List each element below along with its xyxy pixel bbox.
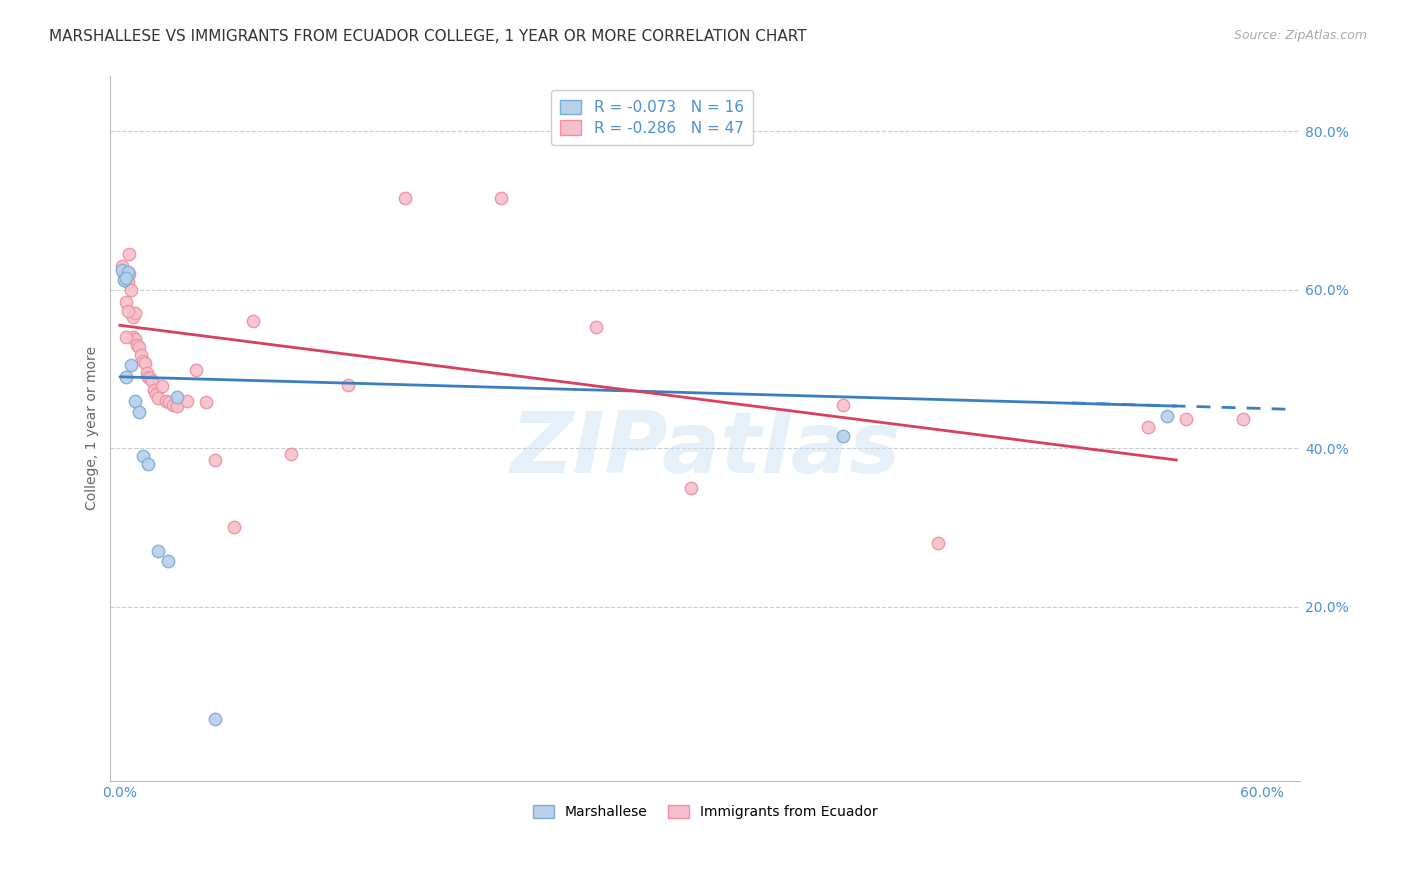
Point	[489, 192, 512, 206]
Y-axis label: College, 1 year or more: College, 1 year or more	[86, 346, 100, 510]
Point	[679, 481, 702, 495]
Point	[927, 536, 949, 550]
Point	[176, 393, 198, 408]
Point	[139, 371, 162, 385]
Point	[585, 319, 607, 334]
Point	[166, 390, 188, 404]
Point	[184, 363, 207, 377]
Point	[138, 457, 160, 471]
Point	[1174, 412, 1197, 426]
Point	[135, 366, 157, 380]
Point	[111, 259, 134, 273]
Point	[132, 449, 155, 463]
Point	[832, 429, 855, 443]
Legend: Marshallese, Immigrants from Ecuador: Marshallese, Immigrants from Ecuador	[527, 799, 883, 825]
Point	[155, 393, 177, 408]
Point	[394, 192, 416, 206]
Point	[120, 358, 142, 372]
Point	[156, 554, 179, 568]
Point	[1232, 412, 1254, 426]
Point	[118, 267, 141, 281]
Point	[162, 398, 184, 412]
Point	[141, 374, 163, 388]
Text: ZIPatlas: ZIPatlas	[510, 408, 900, 491]
Point	[1136, 419, 1159, 434]
Point	[204, 453, 226, 467]
Point	[166, 399, 188, 413]
Point	[118, 247, 141, 261]
Point	[1156, 409, 1178, 424]
Point	[114, 369, 136, 384]
Point	[111, 262, 134, 277]
Point	[125, 338, 148, 352]
Point	[832, 398, 855, 412]
Point	[124, 306, 146, 320]
Point	[337, 377, 360, 392]
Point	[145, 387, 167, 401]
Point	[194, 395, 217, 409]
Point	[128, 405, 150, 419]
Point	[134, 355, 156, 369]
Point	[128, 340, 150, 354]
Text: Source: ZipAtlas.com: Source: ZipAtlas.com	[1233, 29, 1367, 43]
Point	[132, 354, 155, 368]
Point	[280, 447, 302, 461]
Point	[114, 270, 136, 285]
Point	[157, 395, 180, 409]
Text: MARSHALLESE VS IMMIGRANTS FROM ECUADOR COLLEGE, 1 YEAR OR MORE CORRELATION CHART: MARSHALLESE VS IMMIGRANTS FROM ECUADOR C…	[49, 29, 807, 45]
Point	[150, 379, 173, 393]
Point	[122, 330, 145, 344]
Point	[112, 268, 135, 283]
Point	[143, 384, 166, 398]
Point	[146, 391, 169, 405]
Point	[204, 712, 226, 726]
Point	[117, 275, 139, 289]
Point	[120, 283, 142, 297]
Point	[112, 273, 135, 287]
Point	[117, 265, 139, 279]
Point	[138, 369, 160, 384]
Point	[122, 310, 145, 325]
Point	[224, 520, 246, 534]
Point	[114, 294, 136, 309]
Point	[146, 544, 169, 558]
Point	[124, 393, 146, 408]
Point	[242, 314, 264, 328]
Point	[117, 304, 139, 318]
Point	[114, 330, 136, 344]
Point	[129, 348, 152, 362]
Point	[124, 332, 146, 346]
